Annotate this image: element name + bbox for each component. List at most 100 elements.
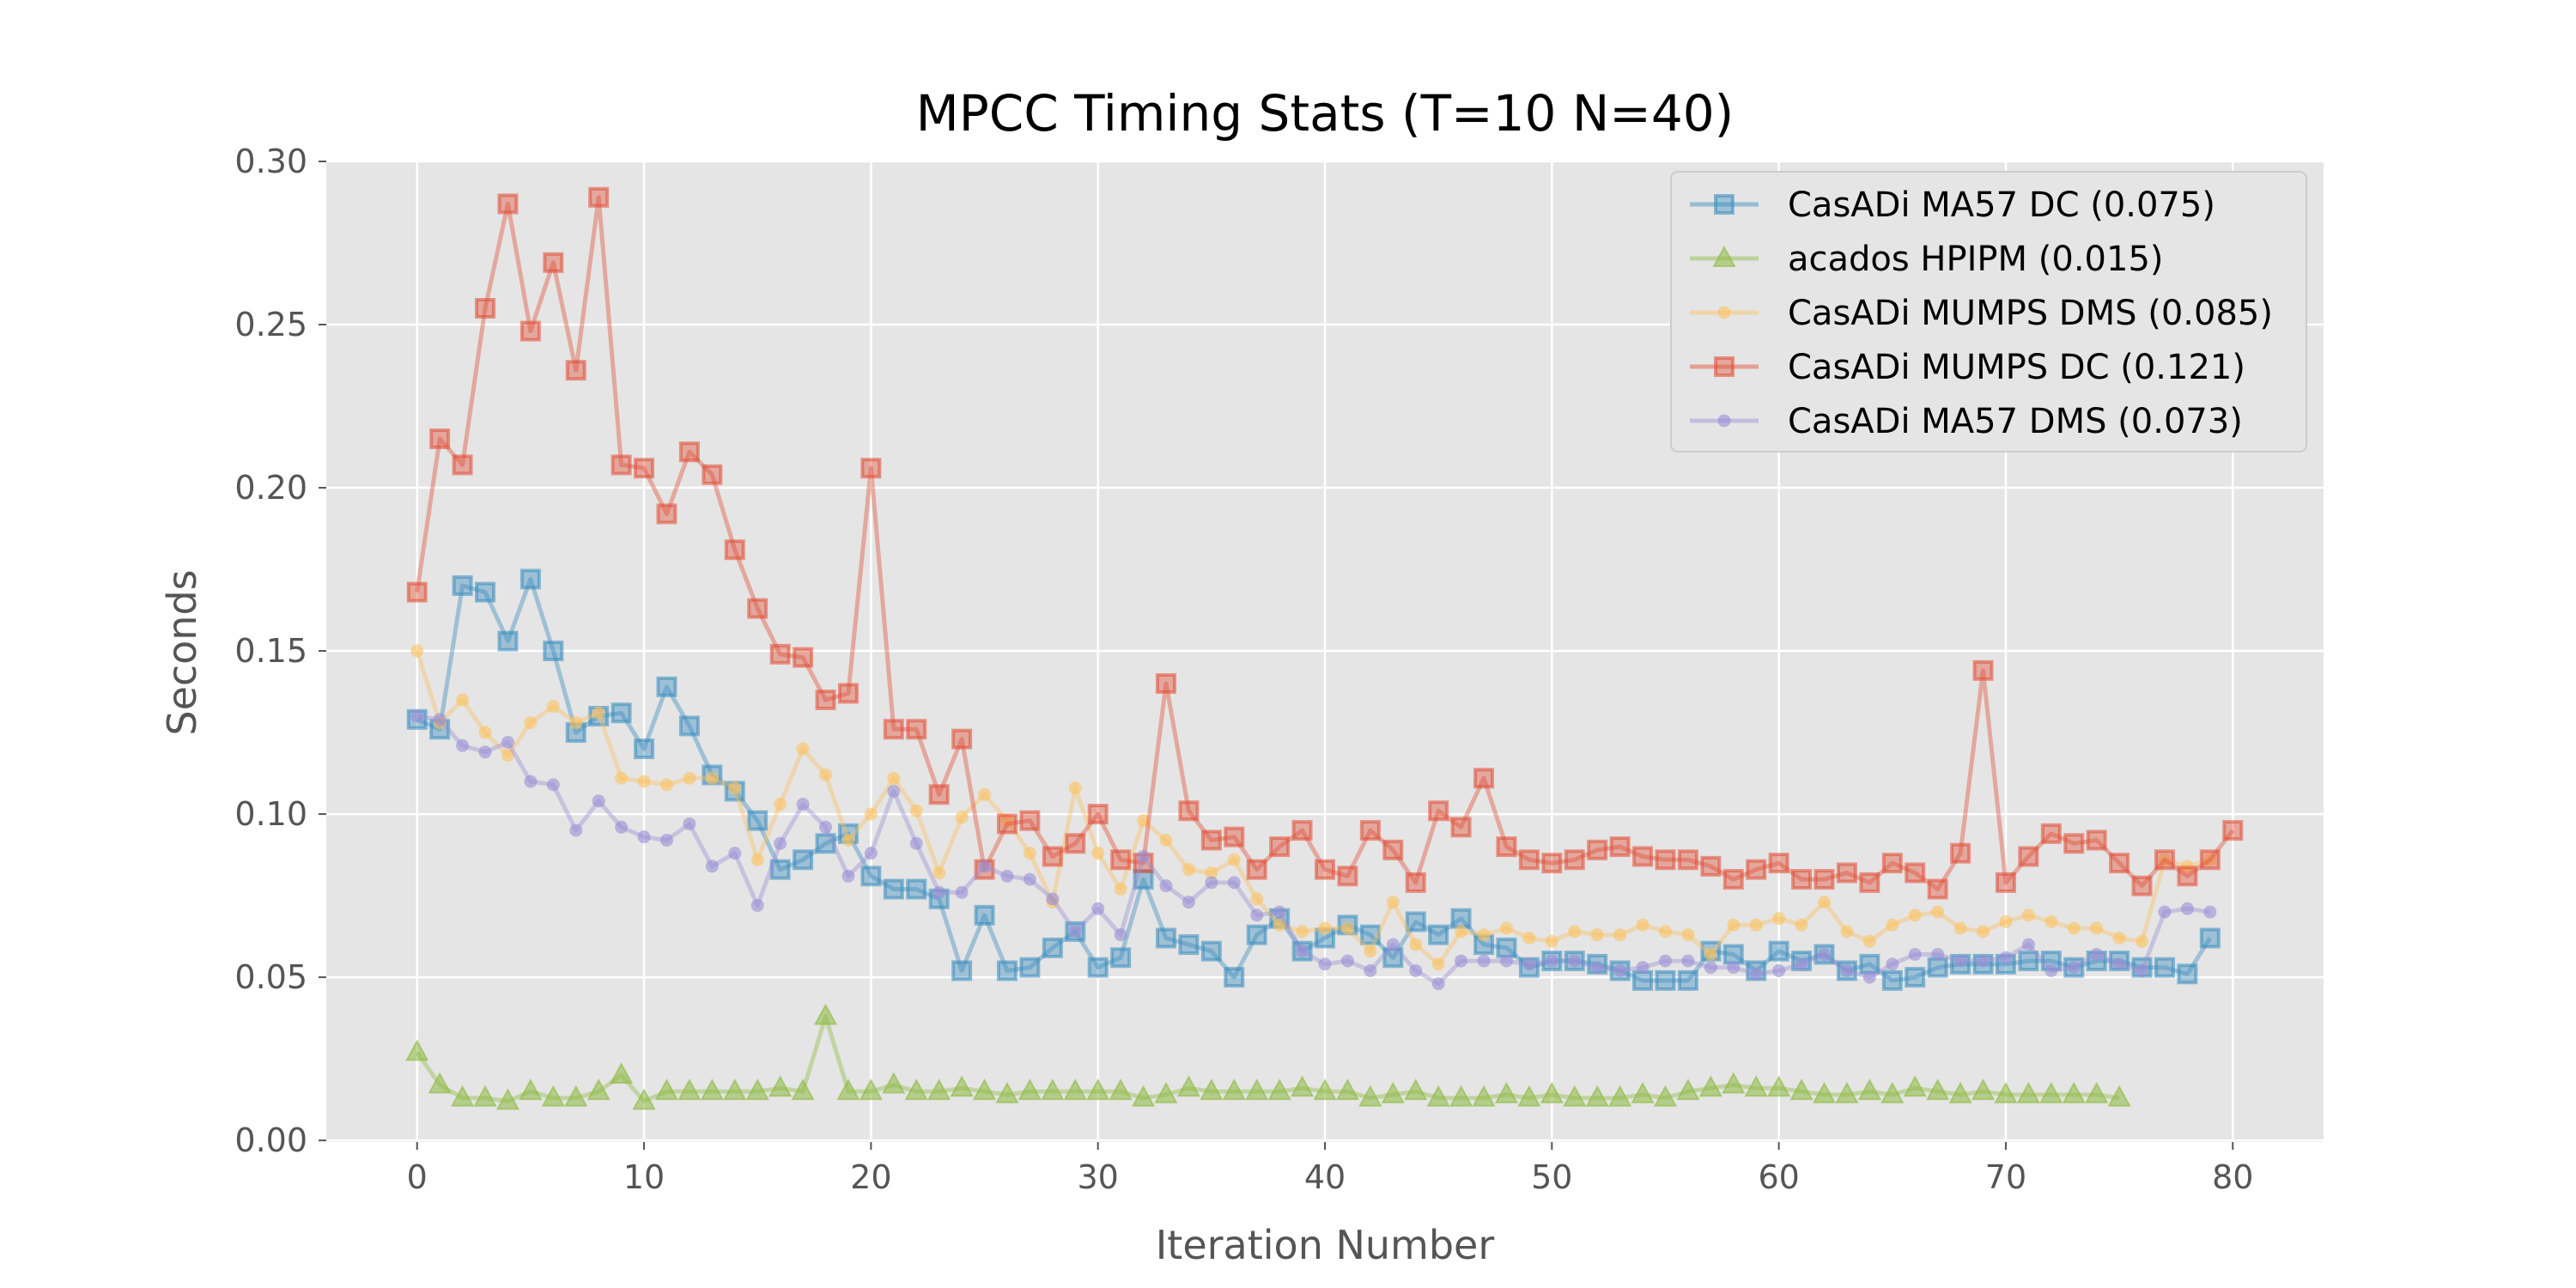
data-point bbox=[2040, 823, 2062, 844]
data-point bbox=[1927, 878, 1948, 900]
legend-marker bbox=[1717, 306, 1731, 319]
legend-label: CasADi MA57 DMS (0.073) bbox=[1788, 402, 2243, 441]
data-point bbox=[1722, 944, 1744, 965]
data-point bbox=[1296, 945, 1309, 958]
data-point bbox=[2199, 927, 2221, 949]
data-point bbox=[2067, 921, 2081, 935]
data-point bbox=[2112, 957, 2126, 971]
data-point bbox=[543, 641, 564, 662]
data-point bbox=[2131, 875, 2153, 896]
data-point bbox=[996, 960, 1018, 981]
data-point bbox=[927, 1078, 951, 1101]
data-point bbox=[1473, 768, 1495, 789]
legend-marker bbox=[1714, 194, 1735, 215]
data-point bbox=[1658, 954, 1672, 968]
data-point bbox=[747, 810, 769, 831]
data-point bbox=[637, 775, 651, 788]
data-point bbox=[501, 749, 514, 762]
data-point bbox=[1291, 820, 1313, 841]
data-point bbox=[1768, 853, 1789, 874]
data-point bbox=[2086, 829, 2107, 851]
data-point bbox=[1746, 859, 1767, 880]
data-point bbox=[1564, 849, 1585, 871]
data-point bbox=[1409, 963, 1423, 977]
data-point bbox=[2158, 905, 2172, 919]
data-point bbox=[1364, 963, 1377, 977]
data-point bbox=[768, 1075, 793, 1097]
data-point bbox=[1359, 820, 1381, 841]
data-point bbox=[774, 836, 787, 850]
data-point bbox=[1704, 961, 1717, 975]
data-point bbox=[524, 716, 538, 730]
data-point bbox=[519, 568, 541, 590]
data-point bbox=[864, 847, 878, 860]
data-point bbox=[1677, 849, 1698, 871]
data-point bbox=[1722, 869, 1744, 890]
data-point bbox=[1358, 1084, 1382, 1107]
data-point bbox=[1227, 876, 1241, 890]
data-point bbox=[1154, 1081, 1178, 1103]
data-point bbox=[1590, 928, 1604, 942]
data-point bbox=[2021, 908, 2035, 922]
legend-label: CasADi MUMPS DC (0.121) bbox=[1788, 348, 2245, 387]
x-tick-label: 20 bbox=[850, 1158, 891, 1196]
data-point bbox=[1880, 1081, 1905, 1103]
data-point bbox=[1428, 800, 1449, 822]
data-point bbox=[933, 885, 946, 899]
data-point bbox=[410, 709, 424, 723]
legend: CasADi MA57 DC (0.075) acados HPIPM (0.01… bbox=[1670, 171, 2307, 453]
data-point bbox=[1862, 970, 1876, 984]
x-axis-label: Iteration Number bbox=[1156, 1222, 1495, 1268]
data-point bbox=[841, 869, 855, 883]
data-point bbox=[1631, 1081, 1655, 1103]
data-point bbox=[2154, 957, 2175, 978]
data-point bbox=[2039, 1081, 2063, 1103]
data-point bbox=[1859, 872, 1880, 893]
data-point bbox=[1658, 925, 1672, 939]
data-point bbox=[906, 719, 927, 740]
data-point bbox=[702, 464, 723, 485]
data-point bbox=[1908, 947, 1922, 961]
data-point bbox=[1744, 1075, 1768, 1097]
data-point bbox=[1245, 1078, 1269, 1101]
data-point bbox=[1545, 954, 1558, 968]
data-point bbox=[1886, 957, 1899, 971]
data-point bbox=[1267, 1078, 1291, 1101]
x-axis-ticks: 0 10 20 30 40 50 60 70 80 bbox=[407, 1142, 2253, 1196]
data-point bbox=[1222, 1078, 1246, 1101]
data-point bbox=[1681, 954, 1695, 968]
data-point bbox=[683, 771, 696, 785]
data-point bbox=[2090, 921, 2104, 935]
data-point bbox=[2222, 820, 2244, 841]
data-point bbox=[1655, 969, 1676, 991]
data-point bbox=[723, 1078, 747, 1101]
x-tick-label: 50 bbox=[1531, 1158, 1572, 1196]
y-tick-label: 0.15 bbox=[234, 632, 307, 670]
data-point bbox=[860, 458, 882, 479]
data-point bbox=[546, 778, 560, 792]
data-point bbox=[1681, 928, 1695, 942]
data-point bbox=[543, 252, 564, 273]
data-point bbox=[541, 1084, 566, 1107]
data-point bbox=[569, 716, 583, 730]
data-point bbox=[1340, 954, 1354, 968]
data-point bbox=[1931, 947, 1945, 961]
data-point bbox=[1590, 961, 1604, 975]
data-point bbox=[745, 1078, 769, 1101]
data-point bbox=[1585, 1084, 1609, 1107]
data-point bbox=[634, 458, 655, 479]
data-point bbox=[1925, 1078, 1950, 1101]
data-point bbox=[497, 193, 519, 215]
data-point bbox=[972, 1078, 997, 1101]
data-point bbox=[1131, 1084, 1156, 1107]
data-point bbox=[909, 836, 923, 850]
data-point bbox=[1818, 947, 1831, 961]
data-point bbox=[1522, 931, 1536, 945]
data-point bbox=[951, 728, 973, 750]
data-point bbox=[747, 598, 769, 619]
data-point bbox=[1995, 872, 2016, 893]
data-point bbox=[1273, 918, 1286, 932]
y-tick-label: 0.10 bbox=[234, 795, 307, 833]
data-point bbox=[750, 898, 764, 912]
